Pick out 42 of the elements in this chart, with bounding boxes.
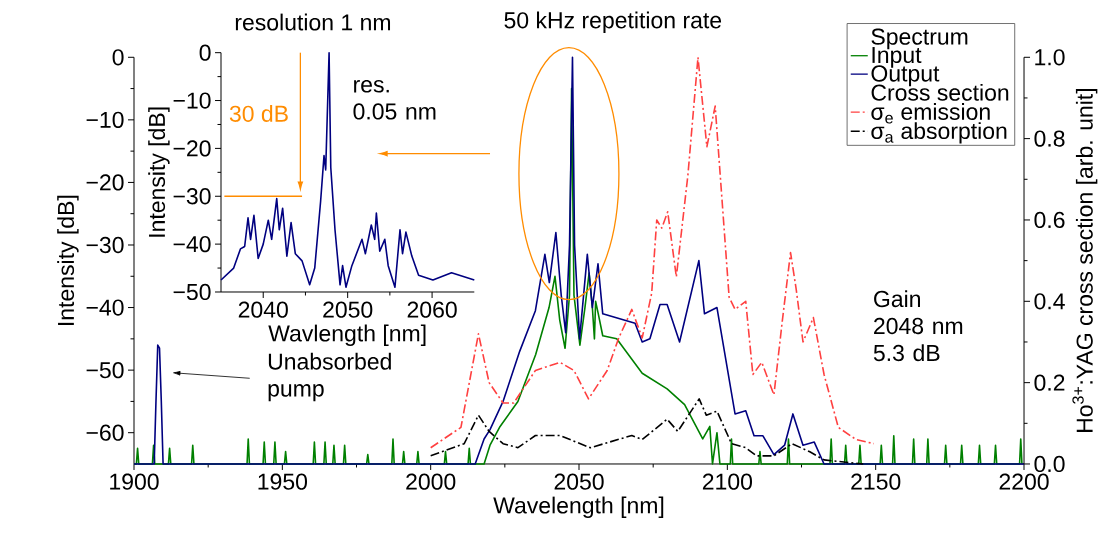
y2-tick-label: 0.2 — [1034, 374, 1065, 391]
x-axis-title: Wavlength [nm] — [268, 324, 426, 347]
y2-axis-title: Ho$^{3+}$:YAG cross section [arb. unit] — [1072, 89, 1098, 432]
x-tick-label: 2040 — [238, 301, 288, 318]
x-tick-label: 2000 — [406, 473, 456, 490]
y-tick-label: 0 — [199, 44, 211, 61]
y-tick-label: −40 — [86, 299, 124, 316]
x-tick-label: 2150 — [851, 473, 901, 490]
y-tick-label: −20 — [86, 174, 124, 191]
x-tick-label: 2100 — [702, 473, 753, 490]
y-tick-label: −10 — [173, 92, 211, 109]
y-tick-label: −30 — [173, 188, 211, 205]
annotation: res. 0.05 nm — [353, 80, 436, 120]
x-tick-label: 2200 — [999, 473, 1049, 490]
y-axis-title: Intensity [dB] — [57, 195, 79, 325]
annotation: Gain 2048 nm 5.3 dB — [873, 290, 963, 362]
y-tick-label: −50 — [86, 361, 124, 379]
x-axis-title: Wavelength [nm] — [493, 496, 664, 519]
y-axis-title: Intensity [dB] — [148, 107, 170, 237]
y2-tick-label: 0.4 — [1034, 293, 1065, 310]
y2-tick-label: 0.0 — [1034, 455, 1065, 473]
y-tick-label: −30 — [86, 236, 124, 254]
x-tick-label: 2050 — [554, 473, 604, 490]
line-series — [429, 398, 865, 465]
line-series — [220, 51, 476, 288]
x-tick-label: 1900 — [110, 473, 159, 490]
annotation: Unabsorbed pump — [268, 352, 391, 402]
x-tick-label: 2050 — [323, 301, 373, 318]
y-tick-label: −50 — [173, 283, 211, 301]
x-tick-label: 1950 — [258, 473, 308, 490]
chart-title: resolution 1 nm — [235, 13, 391, 31]
y-tick-label: −40 — [173, 235, 211, 253]
y2-tick-label: 1.0 — [1035, 49, 1065, 66]
y-tick-label: −10 — [86, 111, 124, 128]
x-tick-label: 2060 — [407, 301, 457, 318]
text: 50 kHz repetition rate — [504, 11, 722, 33]
y-tick-label: −20 — [173, 140, 211, 157]
annotation: 30 dB — [229, 105, 288, 122]
y2-tick-label: 0.6 — [1034, 211, 1065, 229]
y-tick-label: −60 — [86, 424, 124, 441]
y-tick-label: 0 — [112, 49, 124, 66]
y2-tick-label: 0.8 — [1034, 130, 1065, 147]
